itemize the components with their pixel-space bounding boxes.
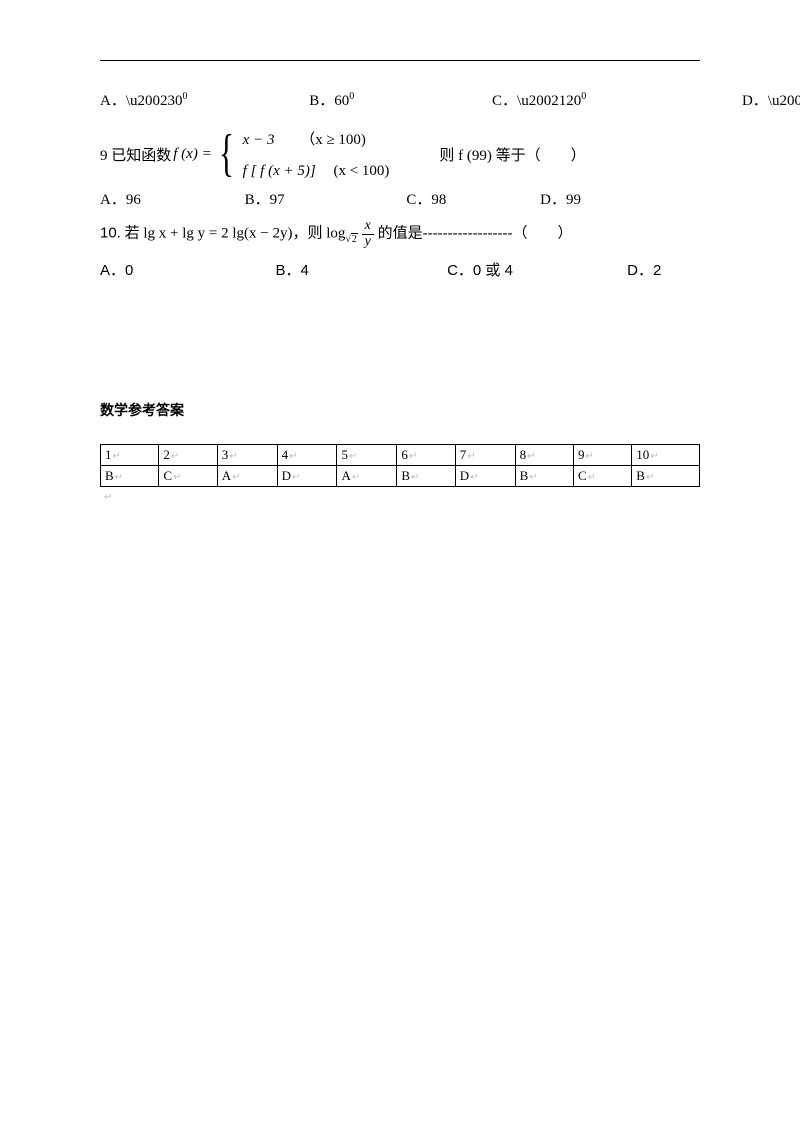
ans-val: B↵ bbox=[397, 466, 455, 487]
ans-num: 4↵ bbox=[277, 445, 337, 466]
q9-option-c: C．98 bbox=[406, 188, 446, 209]
ans-val: D↵ bbox=[277, 466, 337, 487]
ans-num: 2↵ bbox=[159, 445, 217, 466]
ans-num: 3↵ bbox=[217, 445, 277, 466]
ans-num: 5↵ bbox=[337, 445, 397, 466]
q9-piecewise: { x − 3 （x ≥ 100) f [ f (x + 5)] (x < 10… bbox=[212, 128, 390, 180]
q10-tail: 的值是------------------（ ） bbox=[378, 226, 573, 242]
q9-tail: 则 f (99) 等于（ ） bbox=[439, 144, 585, 165]
q9-fx: f (x) = bbox=[173, 146, 211, 163]
q9-option-a: A．96 bbox=[100, 188, 141, 209]
q9-options-row: A．96 B．97 C．98 D．99 bbox=[100, 188, 700, 209]
answers-title: 数学参考答案 bbox=[100, 400, 700, 420]
table-row: B↵ C↵ A↵ D↵ A↵ B↵ D↵ B↵ C↵ B↵ bbox=[101, 466, 700, 487]
q10-label: 10. bbox=[100, 225, 121, 242]
q9: 9 已知函数 f (x) = { x − 3 （x ≥ 100) f [ f (… bbox=[100, 128, 700, 180]
trailing-mark-icon: ↵ bbox=[104, 492, 112, 503]
ans-val: A↵ bbox=[217, 466, 277, 487]
q10-option-c: C．0 或 4 bbox=[447, 259, 513, 280]
ans-val: B↵ bbox=[515, 466, 573, 487]
ans-val: B↵ bbox=[101, 466, 159, 487]
q8-options-row: A．\u2002300 B．600 C．\u20021200 D．\u20021… bbox=[100, 89, 700, 110]
ans-val: C↵ bbox=[573, 466, 631, 487]
q9-option-b: B．97 bbox=[245, 188, 285, 209]
table-row: 1↵ 2↵ 3↵ 4↵ 5↵ 6↵ 7↵ 8↵ 9↵ 10↵ bbox=[101, 445, 700, 466]
q10-option-d: D．2 bbox=[627, 259, 661, 280]
q8-option-d: D．\u20021500 bbox=[742, 89, 800, 110]
ans-num: 8↵ bbox=[515, 445, 573, 466]
ans-num: 9↵ bbox=[573, 445, 631, 466]
ans-num: 6↵ bbox=[397, 445, 455, 466]
q9-lead: 9 已知函数 bbox=[100, 144, 171, 165]
q10-fraction: x y bbox=[362, 219, 374, 249]
q8-option-c: C．\u20021200 bbox=[492, 89, 586, 110]
q10-option-a: A．0 bbox=[100, 259, 133, 280]
left-brace-icon: { bbox=[219, 128, 234, 180]
q10-options-row: A．0 B．4 C．0 或 4 D．2 bbox=[100, 259, 700, 280]
page-top-rule bbox=[100, 60, 700, 61]
ans-val: D↵ bbox=[455, 466, 515, 487]
q10-option-b: B．4 bbox=[276, 259, 309, 280]
ans-num: 1↵ bbox=[101, 445, 159, 466]
q9-option-d: D．99 bbox=[540, 188, 581, 209]
q9-piece1: x − 3 （x ≥ 100) bbox=[243, 128, 390, 149]
q10: 10. 若 lg x + lg y = 2 lg(x − 2y)，则 log2 … bbox=[100, 219, 700, 249]
ans-val: B↵ bbox=[632, 466, 700, 487]
q9-piece2: f [ f (x + 5)] (x < 100) bbox=[243, 163, 390, 180]
q10-lead: 若 lg x + lg y = 2 lg(x − 2y)，则 log bbox=[125, 226, 346, 242]
ans-num: 10↵ bbox=[632, 445, 700, 466]
sqrt-icon: 2 bbox=[345, 234, 358, 245]
answers-table: 1↵ 2↵ 3↵ 4↵ 5↵ 6↵ 7↵ 8↵ 9↵ 10↵ B↵ C↵ A↵ … bbox=[100, 444, 700, 487]
q8-option-a: A．\u2002300 bbox=[100, 89, 188, 110]
ans-num: 7↵ bbox=[455, 445, 515, 466]
q8-option-b: B．600 bbox=[309, 89, 354, 110]
ans-val: A↵ bbox=[337, 466, 397, 487]
ans-val: C↵ bbox=[159, 466, 217, 487]
